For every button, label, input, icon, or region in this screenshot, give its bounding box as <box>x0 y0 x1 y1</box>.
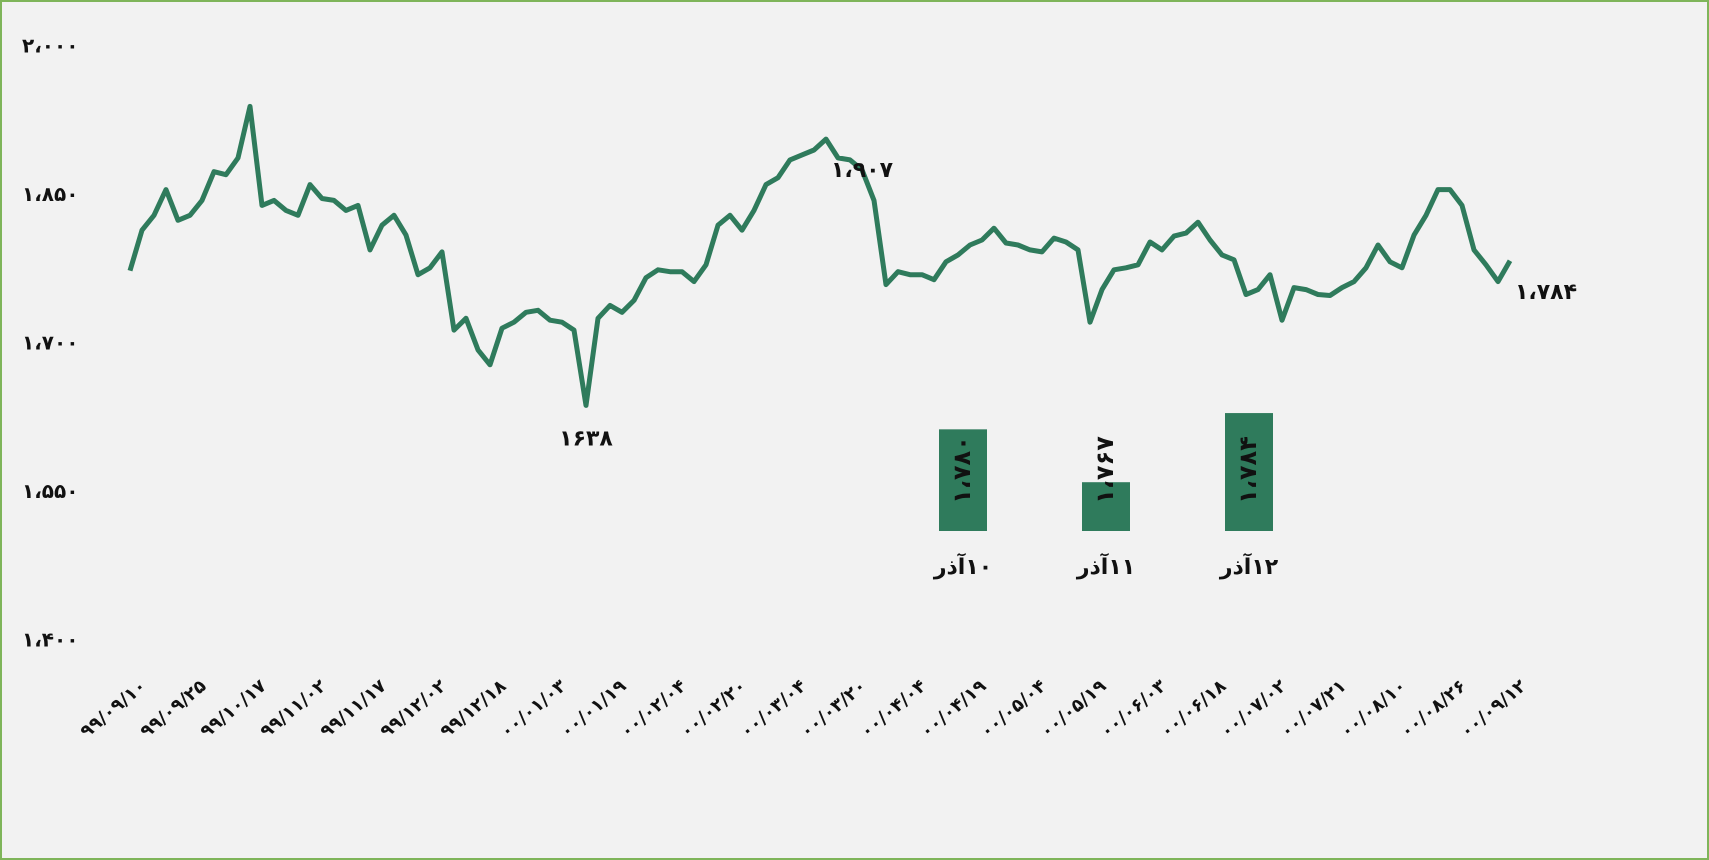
annotation: ۱،۷۸۴ <box>1515 280 1577 305</box>
annotation: ۱۶۳۸ <box>559 426 613 451</box>
bar <box>1225 413 1273 531</box>
y-tick-label: ۱،۵۵۰ <box>22 479 78 503</box>
bar-value-label: ۱،۷۶۷ <box>1091 436 1119 504</box>
bar-category-label: ۱۰آذر <box>933 552 992 580</box>
y-tick-label: ۲،۰۰۰ <box>22 34 78 58</box>
y-tick-label: ۱،۴۰۰ <box>22 628 78 652</box>
bar <box>1082 482 1130 531</box>
bar-category-label: ۱۱آذر <box>1076 552 1135 580</box>
bar-value-label: ۱،۷۸۴ <box>1234 436 1262 504</box>
bar-value-label: ۱،۷۸۰ <box>948 436 976 504</box>
line <box>127 103 1513 408</box>
bar-category-label: ۱۲آذر <box>1219 552 1279 580</box>
y-tick-label: ۱،۸۵۰ <box>22 182 78 206</box>
y-tick-label: ۱،۷۰۰ <box>22 331 78 355</box>
bar <box>939 429 987 531</box>
annotation: ۱،۹۰۷ <box>831 158 894 183</box>
